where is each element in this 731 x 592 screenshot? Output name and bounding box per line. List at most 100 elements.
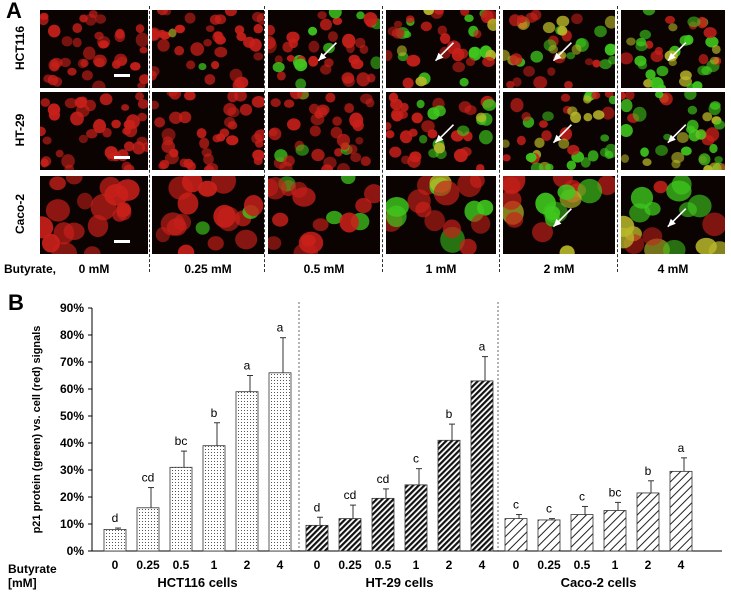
micrograph: [40, 10, 148, 88]
bar: [537, 519, 561, 552]
microscopy-panel: A HCT116 HT-29 Caco-2 0 mM 0.25 mM 0.5 mM 1 mM…: [0, 0, 731, 282]
x-axis-title: [mM]: [8, 576, 37, 590]
micrograph: [40, 176, 148, 254]
y-tick-label: 40%: [60, 436, 84, 450]
micrograph: [152, 92, 264, 170]
x-tick-label: 0.25: [537, 558, 561, 572]
y-tick-label: 70%: [60, 355, 84, 369]
bar: [305, 524, 329, 552]
x-tick-label: 2: [244, 558, 251, 572]
bar: [202, 445, 226, 552]
x-tick-label: 1: [211, 558, 218, 572]
bar: [470, 380, 494, 552]
micrograph: [503, 92, 615, 170]
micrograph: [152, 10, 264, 88]
y-tick-label: 60%: [60, 382, 84, 396]
butyrate-row-label: Butyrate,: [4, 262, 57, 276]
y-tick-label: 20%: [60, 490, 84, 504]
micrograph: [386, 10, 496, 88]
y-tick-label: 50%: [60, 409, 84, 423]
bar: [669, 470, 693, 552]
micrograph: [621, 92, 725, 170]
significance-letter: d: [314, 500, 321, 514]
concentration-label: 4 mM: [657, 262, 689, 276]
significance-letter: c: [413, 452, 419, 466]
bar: [268, 372, 292, 552]
bar: [235, 391, 259, 552]
scale-bar: [114, 156, 130, 159]
x-tick-label: 2: [645, 558, 652, 572]
micrograph: [386, 176, 496, 254]
bar: [338, 518, 362, 552]
panel-a-letter: A: [6, 0, 22, 23]
x-tick-label: 0: [314, 558, 321, 572]
column-separator: [264, 6, 265, 272]
group-label: HT-29 cells: [366, 575, 434, 590]
y-tick-label: 10%: [60, 517, 84, 531]
x-tick-label: 0.5: [173, 558, 190, 572]
significance-letter: cd: [142, 471, 155, 485]
significance-letter: a: [277, 321, 284, 335]
bar: [103, 528, 127, 552]
concentration-label: 0 mM: [78, 262, 110, 276]
micrograph: [40, 92, 148, 170]
x-tick-label: 0.5: [574, 558, 591, 572]
x-tick-label: 0: [112, 558, 119, 572]
micrograph: [621, 176, 725, 254]
micrograph: [621, 10, 725, 88]
column-separator: [617, 6, 618, 272]
concentration-label: 0.5 mM: [303, 262, 345, 276]
y-tick-label: 30%: [60, 463, 84, 477]
x-tick-label: 2: [446, 558, 453, 572]
concentration-label: 1 mM: [425, 262, 457, 276]
significance-letter: b: [211, 406, 218, 420]
panel-b-letter: B: [8, 290, 24, 315]
significance-letter: cd: [377, 472, 390, 486]
x-tick-label: 4: [277, 558, 284, 572]
bar: [636, 492, 660, 552]
x-axis-title: Butyrate: [8, 562, 57, 576]
micrograph: [268, 92, 380, 170]
x-tick-label: 4: [678, 558, 685, 572]
x-tick-label: 0.5: [375, 558, 392, 572]
significance-letter: b: [446, 407, 453, 421]
x-tick-label: 1: [612, 558, 619, 572]
significance-letter: cd: [344, 488, 357, 502]
column-separator: [499, 6, 500, 272]
group-label: HCT116 cells: [157, 575, 237, 590]
significance-letter: a: [479, 340, 486, 354]
bar: [504, 518, 528, 552]
y-tick-label: 90%: [60, 301, 84, 315]
micrograph: [503, 176, 615, 254]
bar: [570, 514, 594, 552]
significance-letter: a: [244, 359, 251, 373]
concentration-label: 0.25 mM: [184, 262, 232, 276]
bar-chart: 0% 10% 20% 30% 40% 50% 60% 70% 80% 90% p21 protein…: [8, 301, 722, 590]
y-tick-label: 80%: [60, 328, 84, 342]
bar: [169, 466, 193, 552]
significance-letter: c: [579, 489, 585, 503]
scale-bar: [114, 240, 130, 243]
x-tick-label: 4: [479, 558, 486, 572]
x-tick-label: 1: [413, 558, 420, 572]
bar: [404, 484, 428, 552]
bar: [136, 507, 160, 552]
group-label: Caco-2 cells: [561, 575, 637, 590]
significance-letter: a: [678, 441, 685, 455]
x-tick-label: 0.25: [136, 558, 160, 572]
y-axis-label: p21 protein (green) vs. cell (red) signa…: [31, 326, 43, 534]
cell-line-label: HT-29: [13, 113, 27, 147]
micrograph: [152, 176, 264, 254]
significance-letter: c: [546, 502, 552, 516]
x-tick-label: 0.25: [338, 558, 362, 572]
y-tick-label: 0%: [67, 544, 85, 558]
column-separator: [149, 6, 150, 272]
bar: [371, 497, 395, 552]
cell-line-label: Caco-2: [13, 194, 27, 235]
concentration-label: 2 mM: [543, 262, 575, 276]
cell-line-label: HCT116: [13, 25, 27, 71]
micrograph: [503, 10, 615, 88]
significance-letter: bc: [175, 434, 188, 448]
micrograph: [268, 10, 380, 88]
significance-letter: d: [112, 511, 119, 525]
